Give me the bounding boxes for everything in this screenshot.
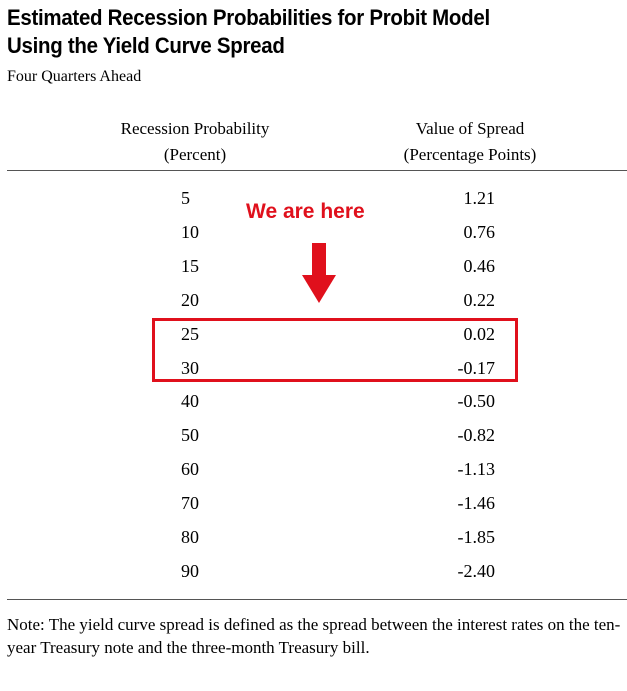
table-cell-probability: 20 xyxy=(181,290,199,310)
title-line-2: Using the Yield Curve Spread xyxy=(7,33,285,58)
column-header-spread-line-2: (Percentage Points) xyxy=(403,145,537,164)
table-cell-spread: -0.82 xyxy=(457,425,496,445)
table-cell-probability: 70 xyxy=(181,493,199,513)
table-cell-probability: 5 xyxy=(181,188,190,208)
table-cell-probability: 15 xyxy=(181,256,199,276)
table-cell-spread: -0.50 xyxy=(457,391,496,411)
column-header-probability: Recession Probability (Percent) xyxy=(90,116,300,168)
table-bottom-rule xyxy=(7,599,627,600)
table-cell-spread: 0.76 xyxy=(463,222,496,242)
we-are-here-annotation: We are here xyxy=(246,200,365,223)
table-cell-spread: -1.13 xyxy=(457,459,496,479)
table-cell-probability: 25 xyxy=(181,324,199,344)
table-cell-spread: -1.85 xyxy=(457,527,496,547)
table-cell-spread: 0.02 xyxy=(463,324,496,344)
column-header-spread-line-1: Value of Spread xyxy=(415,119,525,138)
table-cell-probability: 40 xyxy=(181,391,199,411)
table-cell-spread: 1.21 xyxy=(463,188,496,208)
table-top-rule xyxy=(7,170,627,171)
table-cell-spread: -0.17 xyxy=(457,358,496,378)
table-cell-probability: 60 xyxy=(181,459,199,479)
table-title: Estimated Recession Probabilities for Pr… xyxy=(7,4,490,60)
title-line-1: Estimated Recession Probabilities for Pr… xyxy=(7,5,490,30)
down-arrow-icon xyxy=(302,243,336,303)
table-note: Note: The yield curve spread is defined … xyxy=(7,615,621,657)
column-header-probability-line-1: Recession Probability xyxy=(120,119,270,138)
table-cell-spread: 0.22 xyxy=(463,290,496,310)
table-cell-spread: -1.46 xyxy=(457,493,496,513)
table-cell-spread: 0.46 xyxy=(463,256,496,276)
current-position-highlight-box xyxy=(152,318,518,382)
table-subtitle: Four Quarters Ahead xyxy=(7,68,142,85)
table-cell-probability: 10 xyxy=(181,222,199,242)
table-cell-spread: -2.40 xyxy=(457,561,496,581)
table-cell-probability: 30 xyxy=(181,358,199,378)
column-header-probability-line-2: (Percent) xyxy=(163,145,227,164)
table-cell-probability: 80 xyxy=(181,527,199,547)
column-header-spread: Value of Spread (Percentage Points) xyxy=(360,116,580,168)
table-cell-probability: 90 xyxy=(181,561,199,581)
table-cell-probability: 50 xyxy=(181,425,199,445)
